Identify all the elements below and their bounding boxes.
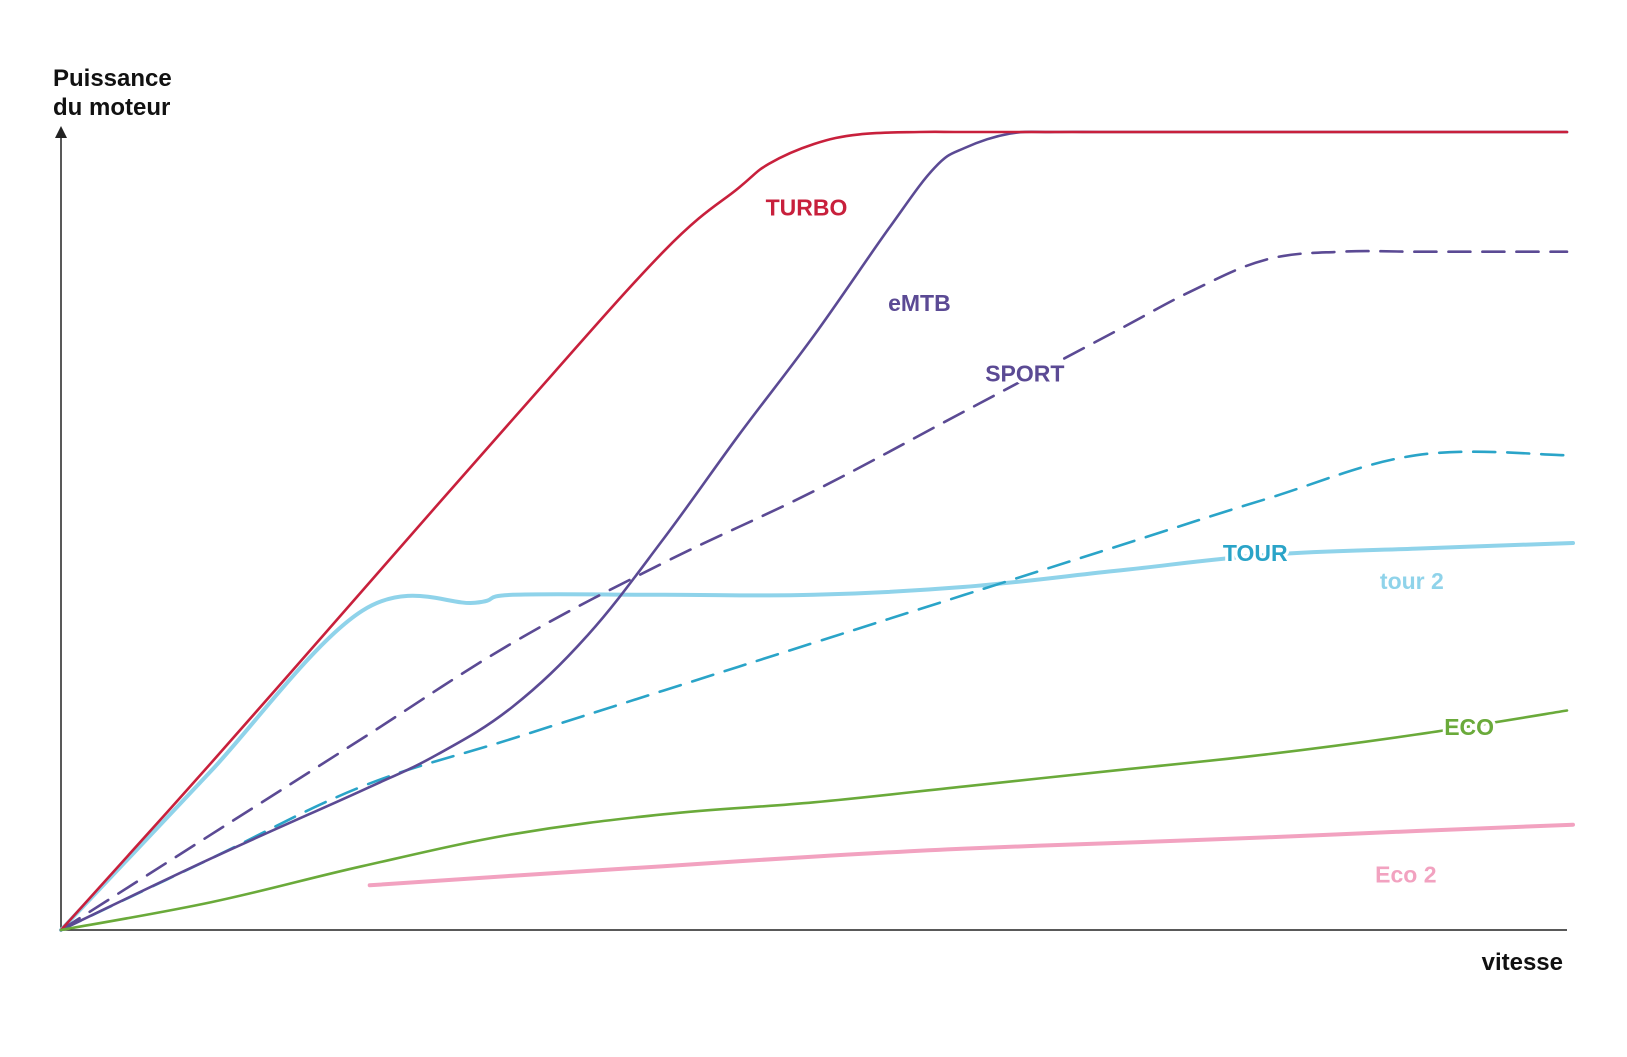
x-axis-title: vitesse [1482,949,1563,976]
series-line-eco [59,709,1569,932]
series-line-tour [59,450,1569,932]
series-label-turbo: TURBO [766,194,848,220]
series-label-sport: SPORT [985,360,1064,386]
series-line-sport [59,249,1569,932]
series-label-tour: TOUR [1223,540,1288,566]
series-line-emtb [59,130,1569,932]
series-label-eco-2: Eco 2 [1375,862,1436,888]
series-layer [59,130,1575,932]
series-label-eco: ECO [1444,714,1494,740]
series-labels: tour 2 TOUR eMTB SPORT TURBO ECO Eco 2 [763,191,1497,890]
series-line-tour-2 [59,541,1575,932]
series-line-turbo [59,130,1569,932]
series-line-eco-2 [367,822,1575,888]
axes [55,126,1567,931]
series-label-tour-2: tour 2 [1380,568,1444,594]
series-label-emtb: eMTB [888,290,951,316]
y-axis-title: Puissance du moteur [53,65,178,121]
